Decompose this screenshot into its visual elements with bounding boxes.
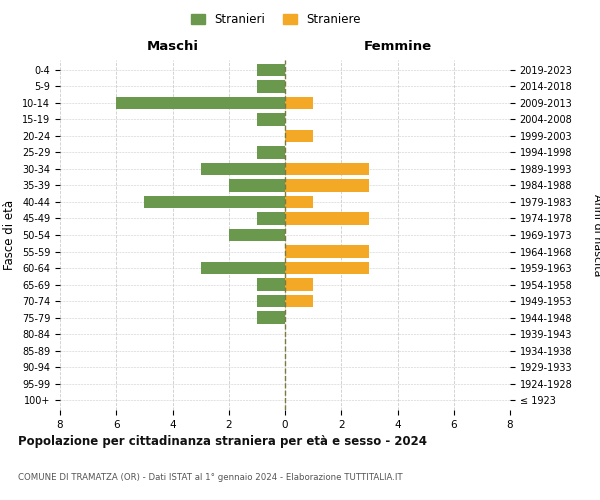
Bar: [257, 146, 285, 158]
Bar: [285, 163, 370, 175]
Bar: [257, 212, 285, 224]
Bar: [229, 229, 285, 241]
Bar: [257, 64, 285, 76]
Text: Maschi: Maschi: [146, 40, 199, 54]
Bar: [145, 196, 285, 208]
Bar: [285, 246, 370, 258]
Y-axis label: Anni di nascita: Anni di nascita: [592, 194, 600, 276]
Bar: [229, 180, 285, 192]
Bar: [257, 295, 285, 307]
Text: COMUNE DI TRAMATZA (OR) - Dati ISTAT al 1° gennaio 2024 - Elaborazione TUTTITALI: COMUNE DI TRAMATZA (OR) - Dati ISTAT al …: [18, 472, 403, 482]
Bar: [285, 262, 370, 274]
Text: Femmine: Femmine: [364, 40, 431, 54]
Bar: [257, 278, 285, 290]
Bar: [116, 96, 285, 109]
Bar: [200, 163, 285, 175]
Legend: Stranieri, Straniere: Stranieri, Straniere: [186, 8, 366, 31]
Bar: [257, 113, 285, 126]
Bar: [285, 180, 370, 192]
Text: Popolazione per cittadinanza straniera per età e sesso - 2024: Popolazione per cittadinanza straniera p…: [18, 435, 427, 448]
Bar: [285, 130, 313, 142]
Y-axis label: Fasce di età: Fasce di età: [4, 200, 16, 270]
Bar: [285, 96, 313, 109]
Bar: [257, 312, 285, 324]
Bar: [285, 278, 313, 290]
Bar: [200, 262, 285, 274]
Bar: [285, 196, 313, 208]
Bar: [285, 212, 370, 224]
Bar: [257, 80, 285, 92]
Bar: [285, 295, 313, 307]
